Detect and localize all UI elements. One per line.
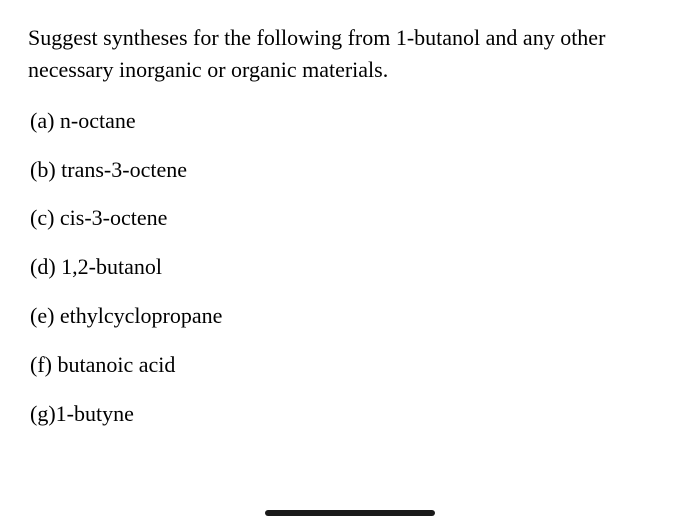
- item-g: (g)1-butyne: [28, 399, 672, 430]
- scroll-indicator: [265, 510, 435, 516]
- item-d: (d) 1,2-butanol: [28, 252, 672, 283]
- item-f: (f) butanoic acid: [28, 350, 672, 381]
- item-a: (a) n-octane: [28, 106, 672, 137]
- item-b: (b) trans-3-octene: [28, 155, 672, 186]
- question-prompt: Suggest syntheses for the following from…: [28, 22, 672, 86]
- item-e: (e) ethylcyclopropane: [28, 301, 672, 332]
- item-c: (c) cis-3-octene: [28, 203, 672, 234]
